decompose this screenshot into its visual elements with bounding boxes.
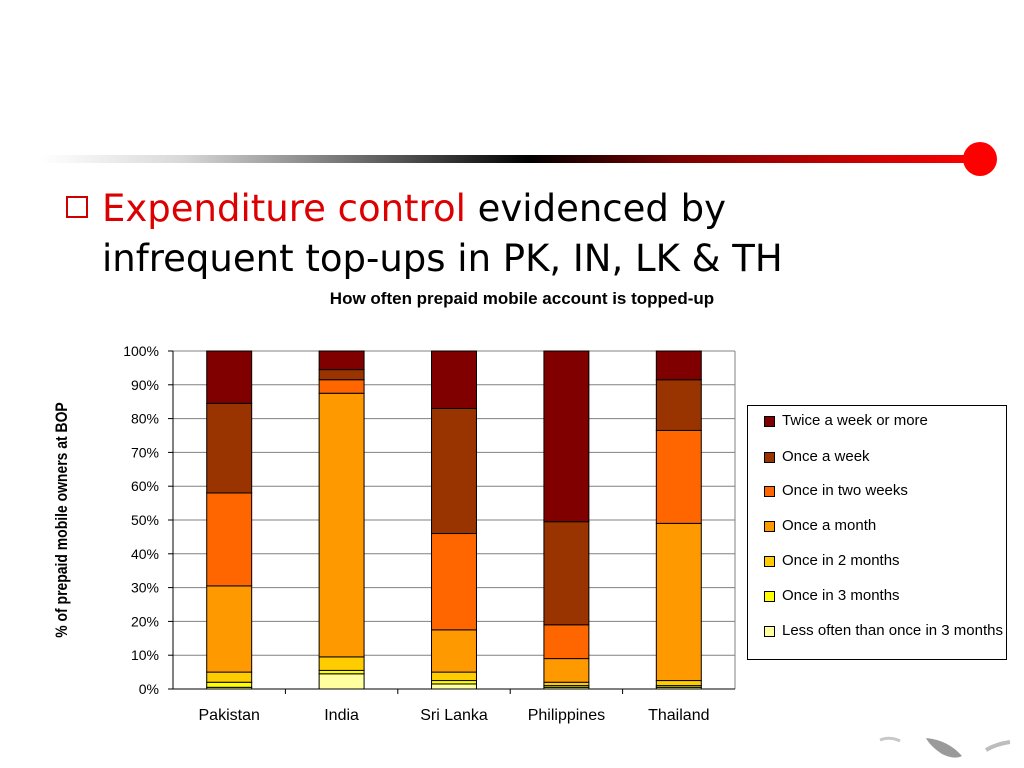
- bar-segment: [318, 392, 365, 658]
- bar-segment: [206, 585, 253, 673]
- legend-label: Once a week: [782, 448, 870, 465]
- x-tick-label: Thailand: [648, 707, 709, 724]
- bar-segment: [431, 683, 477, 690]
- bar-segment: [431, 407, 477, 535]
- legend-swatch: [764, 521, 775, 532]
- legend-label: Less often than once in 3 months: [782, 622, 1003, 639]
- heading-line-2: infrequent top-ups in PK, IN, LK & TH: [102, 237, 783, 280]
- bar-segment: [318, 369, 365, 381]
- bar-segment: [206, 402, 253, 494]
- bar-segment: [431, 680, 477, 685]
- bar-segment: [543, 681, 590, 687]
- chart-legend: Twice a week or more Once a week Once in t…: [747, 405, 1007, 660]
- y-tick-label: 30%: [131, 580, 159, 596]
- bar-segment: [543, 624, 590, 660]
- bar-segment: [543, 350, 590, 523]
- x-tick-label: Sri Lanka: [420, 707, 488, 724]
- y-tick-label: 50%: [131, 512, 159, 528]
- bar-segment: [431, 350, 477, 409]
- legend-label: Once in 2 months: [782, 552, 900, 569]
- bar-segment: [318, 656, 365, 671]
- bar-segment: [655, 379, 702, 431]
- hollow-square-bullet-icon: [66, 196, 88, 218]
- chart-title: How often prepaid mobile account is topp…: [329, 289, 715, 308]
- x-tick-label: Pakistan: [199, 707, 260, 724]
- legend-label: Twice a week or more: [782, 412, 928, 429]
- y-tick-label: 70%: [131, 444, 159, 460]
- heading-line-1: Expenditure control evidenced by: [102, 184, 726, 234]
- y-tick-label: 40%: [131, 546, 159, 562]
- legend-label: Once in two weeks: [782, 482, 908, 499]
- y-tick-label: 100%: [123, 343, 159, 359]
- legend-label: Once a month: [782, 517, 877, 534]
- bar-segment: [318, 669, 365, 675]
- legend-swatch: [764, 452, 775, 463]
- bar-segment: [318, 379, 365, 394]
- y-tick-label: 20%: [131, 613, 159, 629]
- legend-label: Once in 3 months: [782, 587, 900, 604]
- red-circle-decoration: [963, 142, 997, 176]
- bar-segment: [206, 681, 253, 688]
- heading-highlight: Expenditure control: [102, 187, 466, 230]
- y-tick-label: 90%: [131, 377, 159, 393]
- bar-segment: [318, 673, 365, 690]
- bar-segment: [655, 522, 702, 682]
- heading-rest: evidenced by: [465, 187, 727, 230]
- bar-segment: [431, 629, 477, 673]
- bar-segment: [655, 680, 702, 687]
- bar-segment: [206, 350, 253, 404]
- corner-swoosh-decoration: [879, 736, 1011, 758]
- bar-segment: [655, 429, 702, 524]
- bar-segment: [431, 671, 477, 682]
- x-tick-label: India: [324, 707, 359, 724]
- legend-swatch: [764, 416, 775, 427]
- x-tick-label: Philippines: [528, 707, 605, 724]
- bar-segment: [655, 350, 702, 381]
- legend-swatch: [764, 556, 775, 567]
- bar-segment: [206, 492, 253, 587]
- gradient-divider-line: [40, 155, 980, 163]
- y-tick-label: 10%: [131, 647, 159, 663]
- y-tick-label: 0%: [139, 681, 159, 697]
- y-tick-label: 60%: [131, 478, 159, 494]
- bar-segment: [206, 671, 253, 683]
- bar-segment: [543, 521, 590, 626]
- bar-segment: [431, 533, 477, 631]
- legend-swatch: [764, 591, 775, 602]
- legend-swatch: [764, 486, 775, 497]
- y-tick-label: 80%: [131, 411, 159, 427]
- legend-swatch: [764, 626, 775, 637]
- bar-segment: [318, 350, 365, 371]
- bar-segment: [543, 658, 590, 683]
